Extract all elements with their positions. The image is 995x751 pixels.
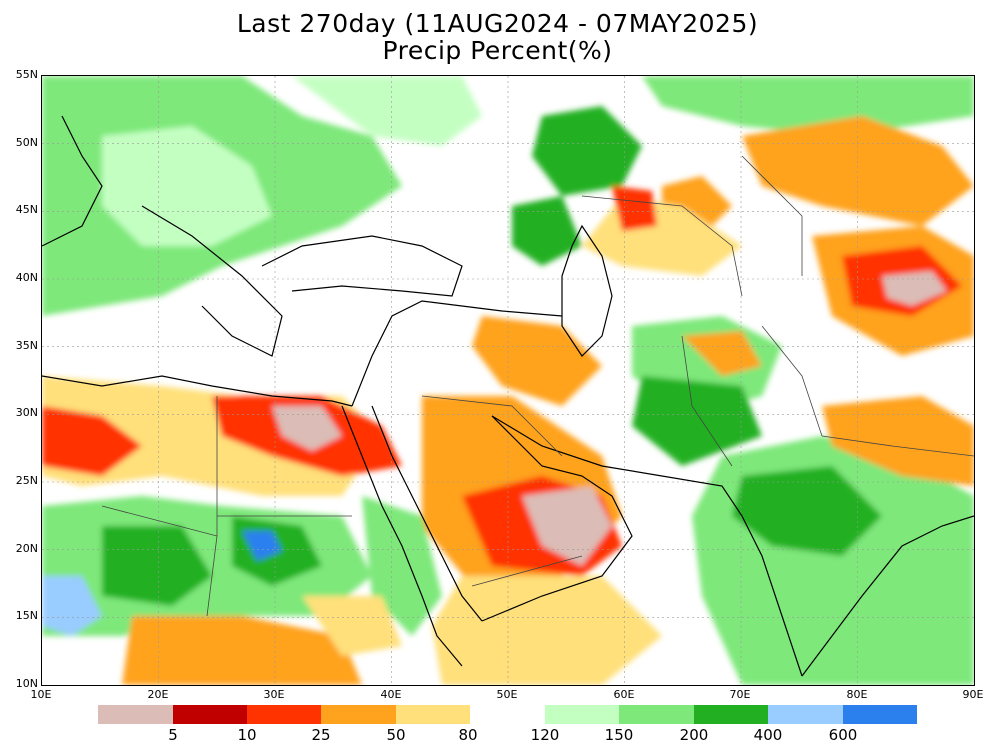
legend-label-5: 5 bbox=[168, 726, 178, 744]
border-kazakh-china bbox=[741, 155, 803, 276]
lat-label-45n: 45N bbox=[15, 203, 38, 216]
legend-swatch-gt600 bbox=[843, 705, 917, 724]
wet-area-pakistan bbox=[632, 376, 762, 466]
extreme-dry-area-tibet bbox=[882, 271, 947, 306]
lon-label-10e: 10E bbox=[30, 688, 52, 701]
very-wet-area-india bbox=[732, 466, 882, 556]
lon-label-70e: 70E bbox=[729, 688, 751, 701]
wet-area-siberia bbox=[642, 76, 974, 136]
dry-area-nepal bbox=[822, 396, 974, 486]
lat-label-30n: 30N bbox=[15, 406, 38, 419]
map-canvas bbox=[42, 76, 974, 685]
border-iran-pakistan bbox=[681, 335, 733, 467]
legend-swatch-150-200 bbox=[619, 705, 694, 724]
coast-caspian bbox=[561, 224, 613, 357]
very-dry-area-algeria bbox=[42, 406, 142, 476]
coast-india-east bbox=[801, 515, 974, 677]
border-saudi-iraq bbox=[421, 395, 563, 457]
lat-label-40n: 40N bbox=[15, 271, 38, 284]
coast-iran-india bbox=[491, 415, 803, 677]
moderate-dry-area-sudan bbox=[302, 596, 402, 656]
lon-label-40e: 40E bbox=[380, 688, 402, 701]
dry-area-central-africa bbox=[122, 616, 362, 685]
lat-label-15n: 15N bbox=[15, 609, 38, 622]
lat-label-50n: 50N bbox=[15, 136, 38, 149]
legend-swatch-5-10 bbox=[173, 705, 247, 724]
lat-label-35n: 35N bbox=[15, 339, 38, 352]
very-dry-area-ustyurt bbox=[612, 186, 657, 231]
lat-label-25n: 25N bbox=[15, 474, 38, 487]
map-title: Last 270day (11AUG2024 - 07MAY2025) bbox=[236, 9, 759, 38]
wet-area-balkans bbox=[102, 126, 272, 246]
legend-swatch-200-400 bbox=[694, 705, 768, 724]
extreme-wet-area-chad bbox=[242, 531, 282, 561]
coast-north-africa bbox=[42, 375, 353, 407]
border-central-asia bbox=[581, 195, 743, 297]
legend-label-150: 150 bbox=[604, 726, 634, 744]
legend-label-25: 25 bbox=[311, 726, 331, 744]
wet-area-kazakh-west bbox=[532, 106, 642, 196]
legend-label-600: 600 bbox=[828, 726, 858, 744]
border-saudi-yemen bbox=[471, 555, 583, 587]
lon-label-20e: 20E bbox=[147, 688, 169, 701]
dry-area-iraq bbox=[472, 316, 602, 406]
coast-levant-anatolia bbox=[351, 300, 563, 407]
lat-label-20n: 20N bbox=[15, 542, 38, 555]
lon-label-90e: 90E bbox=[962, 688, 984, 701]
border-india-nepal bbox=[821, 435, 974, 457]
legend-swatch-50-80 bbox=[396, 705, 470, 724]
coast-arabia-south bbox=[481, 415, 633, 622]
border-niger-chad bbox=[101, 505, 218, 617]
map-subtitle: Precip Percent(%) bbox=[382, 36, 613, 65]
legend-swatch-120-150 bbox=[545, 705, 619, 724]
legend-swatch-10-25 bbox=[247, 705, 321, 724]
legend-swatch-400-600 bbox=[768, 705, 843, 724]
dry-area-hindukush bbox=[682, 331, 762, 376]
lat-label-10n: 10N bbox=[15, 677, 38, 690]
legend-label-400: 400 bbox=[753, 726, 783, 744]
lon-label-50e: 50E bbox=[496, 688, 518, 701]
moderate-dry-area-yemen bbox=[432, 576, 662, 685]
lat-label-55n: 55N bbox=[15, 68, 38, 81]
coast-red-sea-west bbox=[341, 405, 463, 667]
coast-europe-west bbox=[42, 115, 103, 247]
legend-label-120: 120 bbox=[530, 726, 560, 744]
extreme-dry-area-oman bbox=[522, 486, 612, 566]
legend-swatch-25-50 bbox=[321, 705, 396, 724]
very-wet-area-niger bbox=[102, 526, 212, 606]
coastlines bbox=[42, 115, 974, 677]
wet-blue-area-mali bbox=[42, 576, 102, 636]
legend-label-50: 50 bbox=[386, 726, 406, 744]
precip-percent-map bbox=[41, 75, 975, 686]
dry-area-mongolia bbox=[742, 116, 974, 226]
legend-label-10: 10 bbox=[237, 726, 257, 744]
country-borders bbox=[101, 155, 974, 617]
coast-red-sea-east bbox=[371, 405, 483, 622]
lon-label-60e: 60E bbox=[613, 688, 635, 701]
coast-black-sea bbox=[261, 235, 463, 297]
wet-area-ukraine bbox=[292, 76, 482, 146]
legend-swatch-lt5 bbox=[98, 705, 173, 724]
lon-label-80e: 80E bbox=[846, 688, 868, 701]
coast-balkans bbox=[141, 205, 283, 357]
extreme-dry-area-egypt bbox=[272, 406, 342, 451]
border-pakistan-india bbox=[761, 325, 823, 437]
precip-fields bbox=[42, 76, 974, 685]
legend-label-80: 80 bbox=[458, 726, 478, 744]
lon-label-30e: 30E bbox=[263, 688, 285, 701]
wet-area-caucasus bbox=[512, 196, 582, 266]
legend-label-200: 200 bbox=[679, 726, 709, 744]
graticule bbox=[42, 76, 974, 685]
